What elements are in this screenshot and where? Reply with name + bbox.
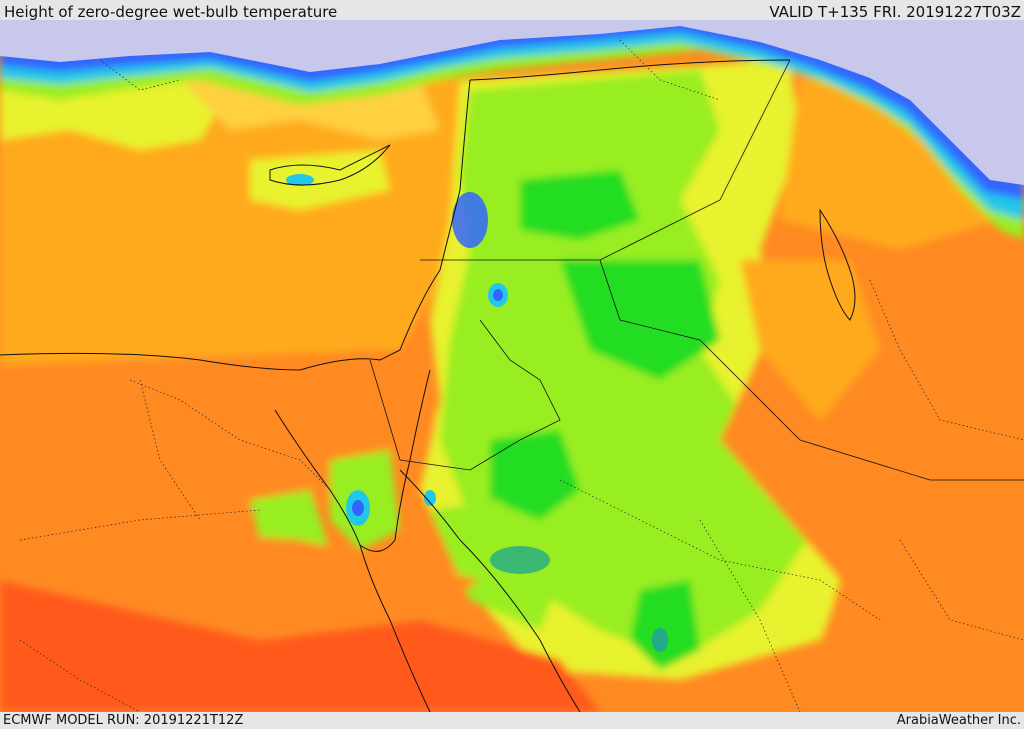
dotted-borders xyxy=(19,39,1024,712)
saudi-green xyxy=(630,580,700,670)
header-bar: Height of zero-degree wet-bulb temperatu… xyxy=(0,0,1024,20)
north-green xyxy=(520,170,640,240)
east-yellow xyxy=(740,260,880,420)
country-borders xyxy=(369,59,1024,481)
cold-spots xyxy=(286,174,668,652)
valid-time: VALID T+135 FRI. 20191227T03Z xyxy=(769,3,1021,21)
turkey-coldest xyxy=(0,20,1024,185)
credit: ArabiaWeather Inc. xyxy=(896,713,1021,728)
syria-green xyxy=(560,260,720,380)
cyprus-yellow xyxy=(250,150,390,210)
weather-map[interactable] xyxy=(0,20,1024,712)
south-orange xyxy=(0,520,480,640)
turkey-blue-band xyxy=(0,20,1024,200)
coastlines xyxy=(0,59,856,712)
south-red-orange xyxy=(0,580,600,712)
map-title: Height of zero-degree wet-bulb temperatu… xyxy=(4,3,338,21)
model-run: ECMWF MODEL RUN: 20191221T12Z xyxy=(3,713,244,728)
footer-bar: ECMWF MODEL RUN: 20191221T12Z ArabiaWeat… xyxy=(0,712,1024,729)
iraq-green xyxy=(490,430,580,520)
